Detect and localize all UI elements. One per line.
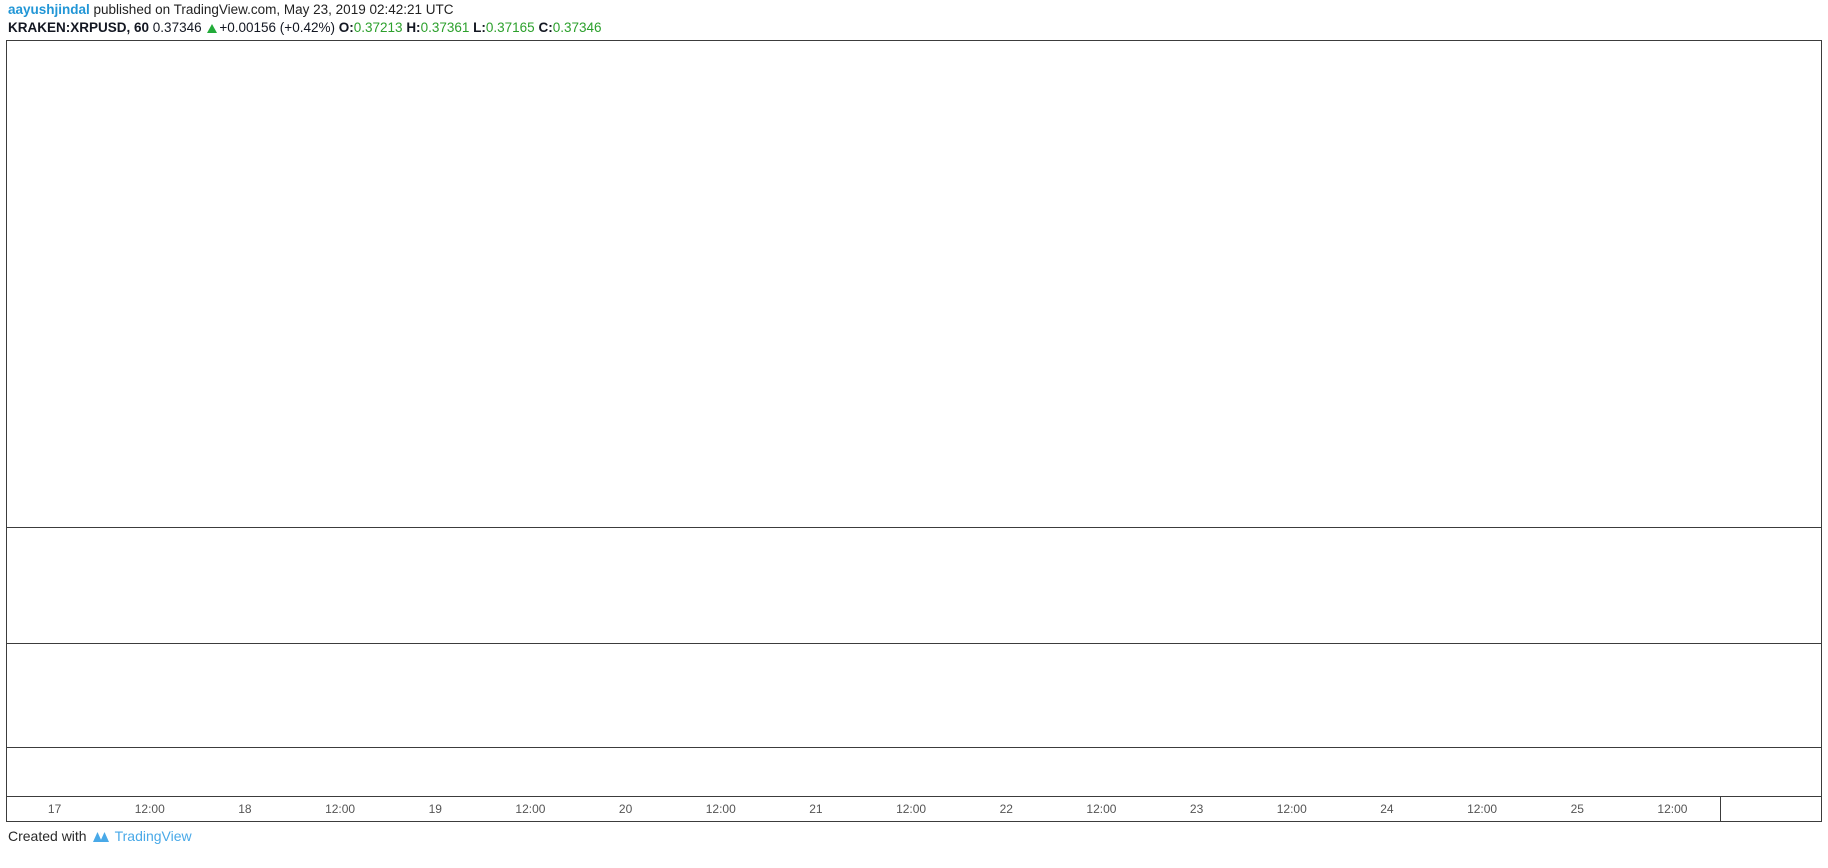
- last-price: 0.37346: [152, 20, 202, 35]
- pane-divider-3: [7, 747, 1821, 748]
- time-axis-divider: [7, 796, 1821, 797]
- low-label: L:: [473, 20, 486, 35]
- time-tick-label: 24: [1380, 802, 1394, 816]
- high-label: H:: [406, 20, 421, 35]
- time-tick-label: 12:00: [1086, 802, 1117, 816]
- time-tick-label: 12:00: [1657, 802, 1688, 816]
- price-change: +0.00156 (+0.42%): [219, 20, 335, 35]
- time-tick-label: 12:00: [1467, 802, 1498, 816]
- author-name[interactable]: aayushjindal: [8, 2, 90, 17]
- time-tick-label: 17: [47, 802, 62, 816]
- time-tick-label: 23: [1189, 802, 1204, 816]
- tradingview-brand[interactable]: TradingView: [114, 828, 192, 844]
- time-tick-label: 25: [1570, 802, 1584, 816]
- low-value: 0.37165: [485, 20, 535, 35]
- close-value: 0.37346: [552, 20, 602, 35]
- time-tick-label: 12:00: [515, 802, 546, 816]
- time-tick-label: 12:00: [896, 802, 927, 816]
- time-tick-label: 21: [809, 802, 823, 816]
- time-tick-label: 20: [618, 802, 633, 816]
- close-label: C:: [538, 20, 553, 35]
- time-tick-label: 22: [999, 802, 1013, 816]
- footer-attribution: Created with TradingView: [8, 828, 192, 844]
- open-value: 0.37213: [353, 20, 403, 35]
- open-label: O:: [338, 20, 354, 35]
- tradingview-logo-icon: [92, 829, 110, 844]
- symbol-label[interactable]: KRAKEN:XRPUSD, 60: [8, 20, 150, 35]
- time-tick-label: 19: [428, 802, 442, 816]
- time-tick-label: 12:00: [134, 802, 165, 816]
- symbol-quote-bar: KRAKEN:XRPUSD, 60 0.37346 +0.00156 (+0.4…: [8, 20, 602, 35]
- pane-divider-2: [7, 643, 1821, 644]
- high-value: 0.37361: [420, 20, 470, 35]
- footer-created-label: Created with: [8, 828, 87, 844]
- time-axis-corner: [1720, 797, 1821, 821]
- price-up-triangle-icon: [207, 24, 218, 33]
- time-tick-label: 18: [238, 802, 252, 816]
- time-tick-label: 12:00: [1276, 802, 1307, 816]
- pane-divider-1: [7, 527, 1821, 528]
- time-axis[interactable]: 17 12:00 18 12:00 19 12:00 20 12:00 21 12:00 22 12:…: [7, 797, 1720, 821]
- time-tick-label: 12:00: [325, 802, 356, 816]
- chart-frame[interactable]: 1.236(0.42528)1(0.41380)0.764(0.40231)0.…: [6, 40, 1822, 822]
- publication-header: aayushjindal published on TradingView.co…: [8, 2, 454, 17]
- time-tick-label: 12:00: [705, 802, 736, 816]
- publication-info: published on TradingView.com, May 23, 20…: [89, 2, 454, 17]
